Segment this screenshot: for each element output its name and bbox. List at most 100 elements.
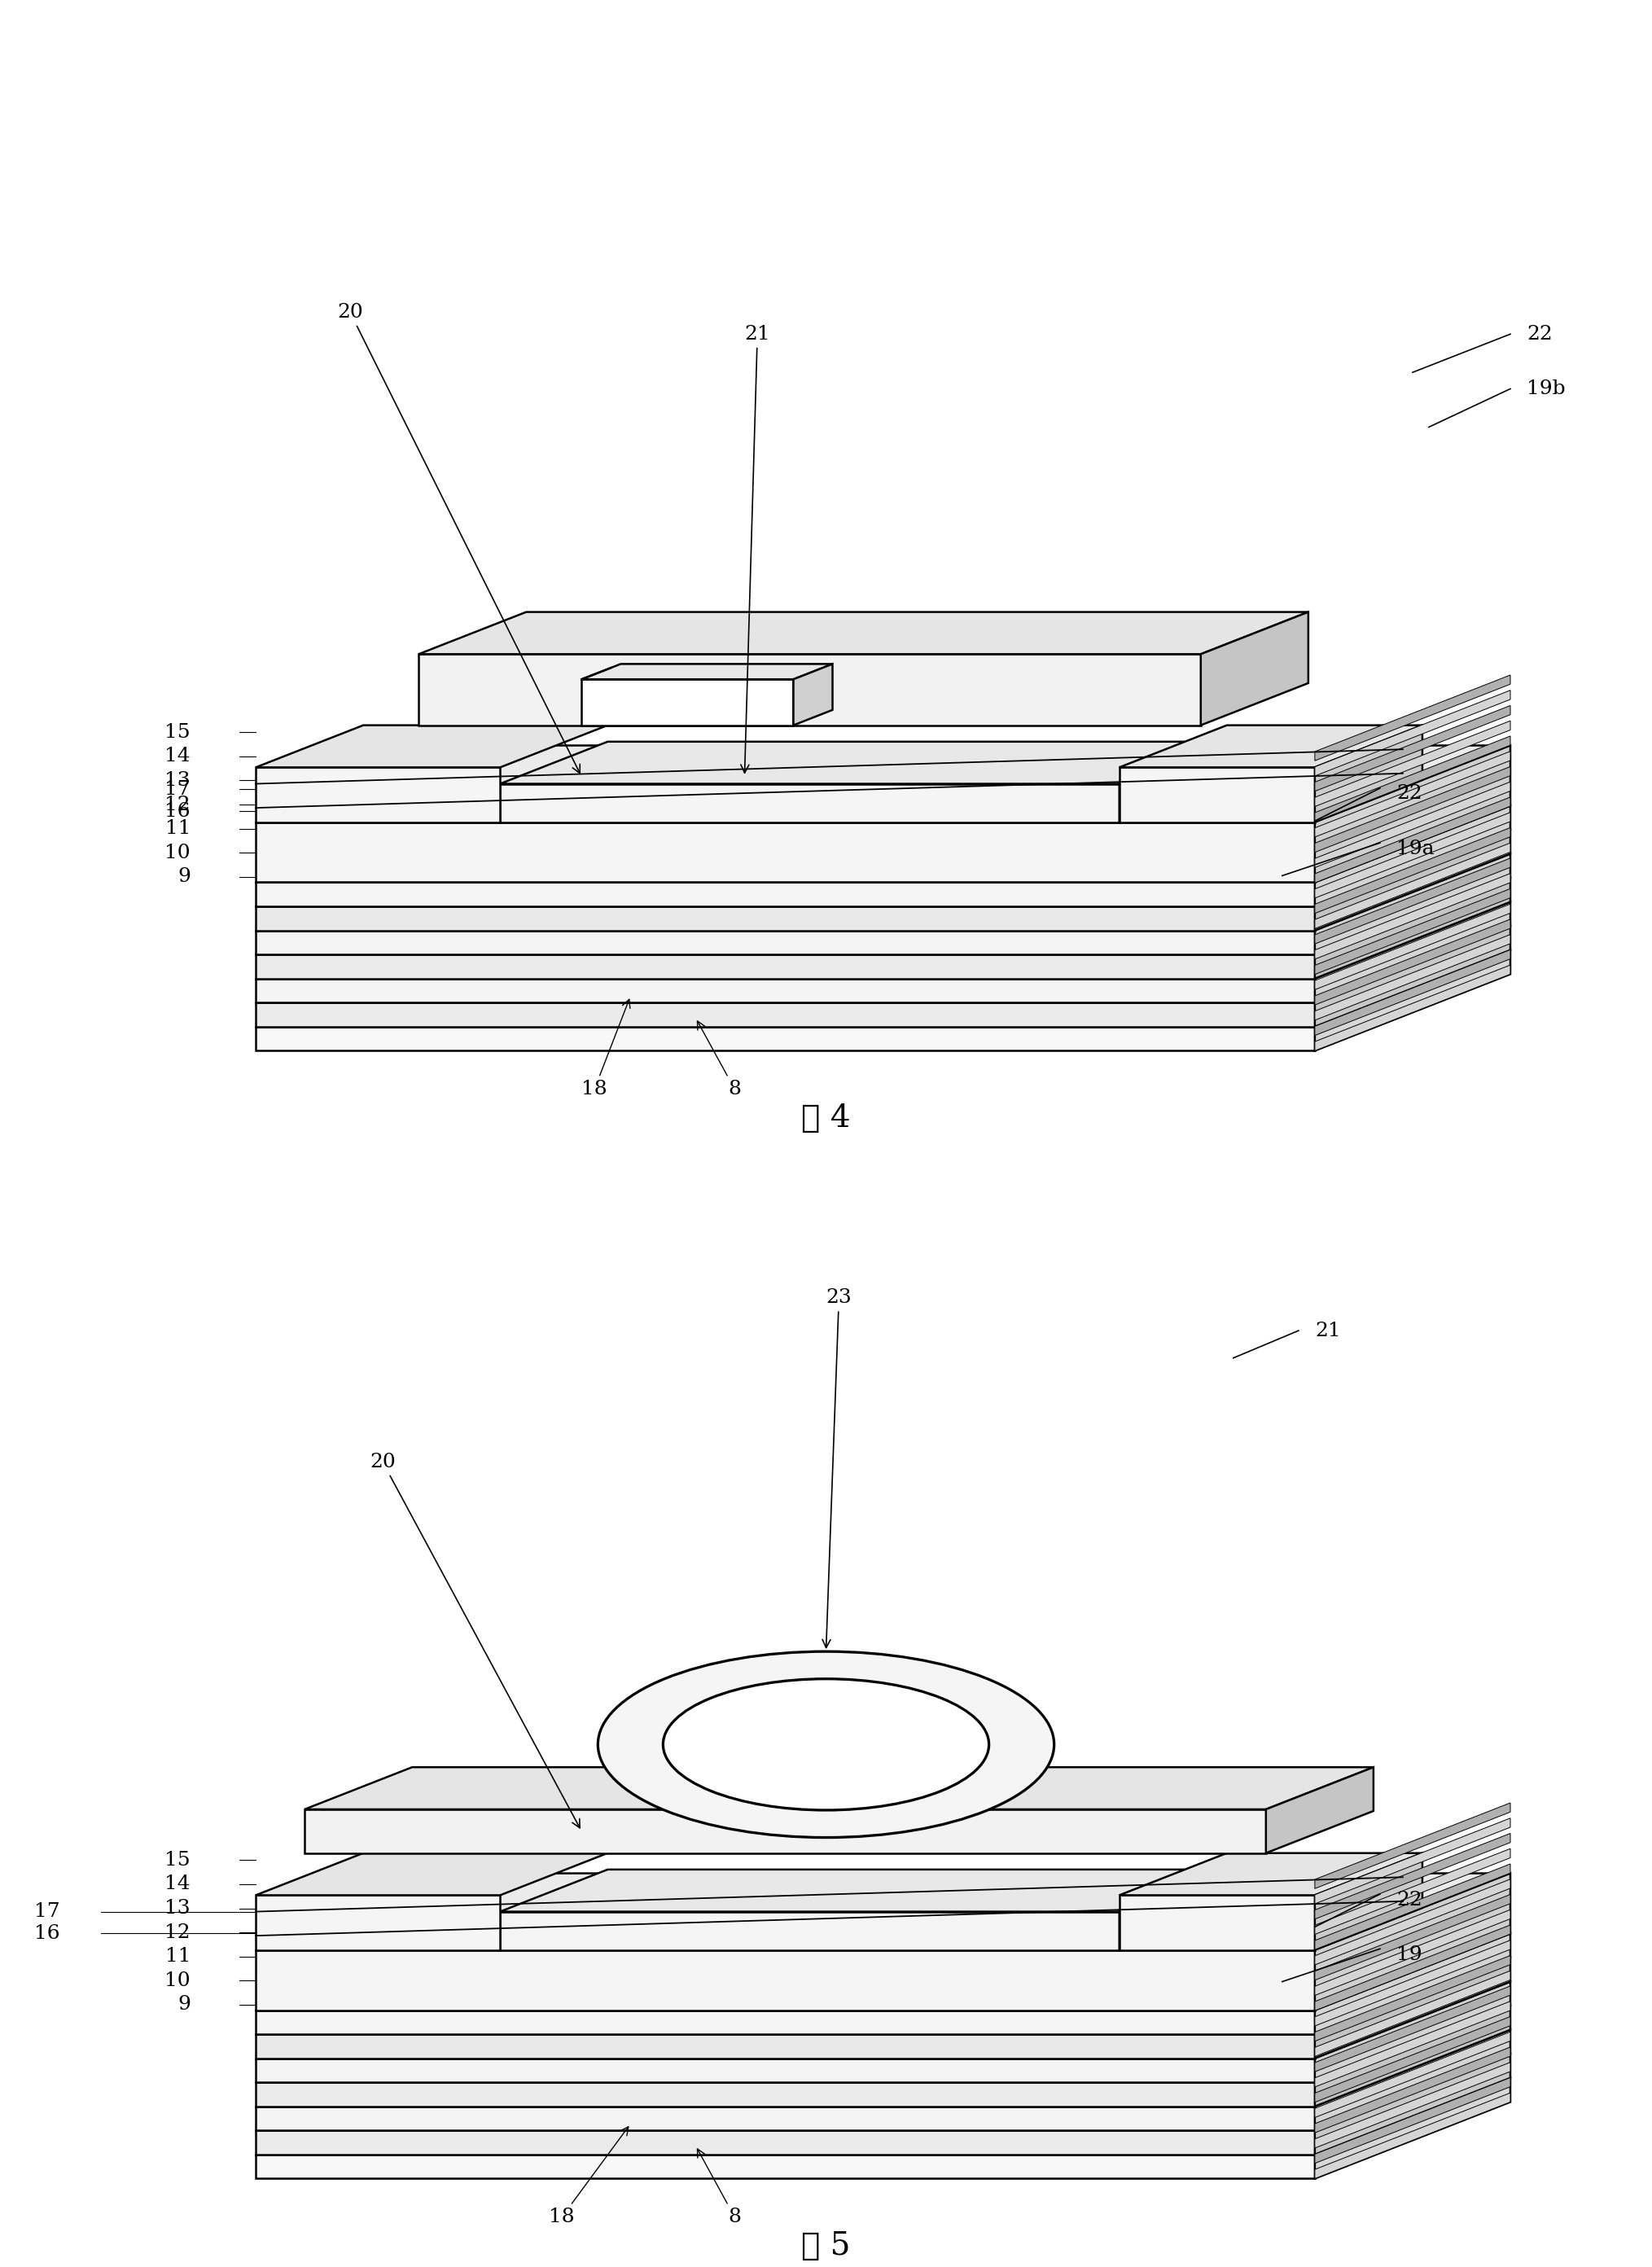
Polygon shape [1315,855,1510,954]
Polygon shape [1315,1959,1510,2058]
Text: 16: 16 [165,803,190,821]
Polygon shape [1315,1863,1510,1950]
Polygon shape [1120,1852,1422,1895]
Text: 19b: 19b [1526,379,1566,399]
Polygon shape [256,2033,1315,2058]
Polygon shape [1315,934,1510,1020]
Ellipse shape [662,1680,990,1809]
Text: 8: 8 [697,2149,742,2226]
Polygon shape [418,612,1308,655]
Polygon shape [256,2083,1315,2106]
Text: 22: 22 [1396,784,1422,803]
Polygon shape [1315,830,1510,929]
Polygon shape [1120,766,1315,823]
Polygon shape [1315,827,1510,914]
Polygon shape [304,1768,1373,1809]
Polygon shape [1315,1934,1510,2033]
Text: 22: 22 [1396,1891,1422,1909]
Polygon shape [256,1027,1315,1050]
Polygon shape [256,746,1510,823]
Polygon shape [1315,812,1510,898]
Polygon shape [1315,737,1510,823]
Polygon shape [256,2058,1315,2083]
Text: 22: 22 [1526,324,1553,345]
Text: 10: 10 [165,1972,190,1990]
Text: 11: 11 [165,1947,190,1965]
Polygon shape [1315,1802,1510,1888]
Polygon shape [1315,2063,1510,2149]
Polygon shape [1315,1818,1510,1904]
Text: 23: 23 [823,1288,852,1648]
Polygon shape [256,1934,1510,2011]
Polygon shape [1315,805,1510,907]
Polygon shape [1265,1768,1373,1852]
Polygon shape [1315,798,1510,882]
Text: 17: 17 [35,1902,59,1920]
Text: 13: 13 [165,1900,190,1918]
Text: 19: 19 [1396,1945,1422,1963]
Polygon shape [256,823,1315,882]
Text: 9: 9 [178,1995,190,2013]
Polygon shape [256,929,1315,954]
Polygon shape [582,680,793,725]
Text: 图 4: 图 4 [801,1104,851,1134]
Text: 18: 18 [582,1000,629,1099]
Polygon shape [1315,705,1510,791]
Text: 9: 9 [178,868,190,886]
Polygon shape [1315,721,1510,807]
Polygon shape [1315,2079,1510,2179]
Polygon shape [1315,2077,1510,2163]
Polygon shape [1120,725,1422,766]
Polygon shape [1315,676,1510,762]
Text: 21: 21 [740,324,770,773]
Text: 21: 21 [1315,1322,1340,1340]
Polygon shape [1315,689,1510,775]
Polygon shape [1315,2054,1510,2154]
Text: 15: 15 [165,723,190,741]
Polygon shape [256,882,1315,907]
Polygon shape [418,655,1201,725]
Polygon shape [1315,2031,1510,2117]
Polygon shape [256,1950,1315,2011]
Polygon shape [1120,1870,1227,1950]
Polygon shape [1315,750,1510,837]
Polygon shape [1315,1895,1510,1979]
Polygon shape [1315,1909,1510,1995]
Text: 18: 18 [548,2126,628,2226]
Polygon shape [1315,1925,1510,2011]
Polygon shape [1315,873,1510,959]
Text: 11: 11 [165,818,190,839]
Text: 12: 12 [165,1922,190,1943]
Text: 15: 15 [165,1850,190,1870]
Polygon shape [256,1002,1315,1027]
Polygon shape [1315,1956,1510,2040]
Text: 14: 14 [165,1875,190,1893]
Polygon shape [1315,2047,1510,2133]
Polygon shape [1315,782,1510,868]
Polygon shape [256,1895,501,1950]
Polygon shape [256,907,1315,929]
Polygon shape [793,664,833,725]
Text: 10: 10 [165,843,190,861]
Polygon shape [501,741,1227,784]
Text: 12: 12 [165,796,190,814]
Polygon shape [256,2154,1315,2179]
Polygon shape [1315,843,1510,929]
Text: 图 5: 图 5 [801,2231,851,2262]
Polygon shape [1315,859,1510,943]
Polygon shape [1315,1981,1510,2083]
Polygon shape [1315,950,1510,1036]
Text: 20: 20 [337,304,580,773]
Polygon shape [256,2131,1315,2154]
Polygon shape [1315,1941,1510,2027]
Polygon shape [1201,612,1308,725]
Text: 20: 20 [370,1453,580,1827]
Polygon shape [1315,905,1510,991]
Polygon shape [256,2011,1315,2033]
Polygon shape [256,805,1510,882]
Ellipse shape [598,1650,1054,1839]
Polygon shape [1315,766,1510,852]
Polygon shape [1315,1986,1510,2072]
Polygon shape [1315,902,1510,1002]
Polygon shape [256,1852,608,1895]
